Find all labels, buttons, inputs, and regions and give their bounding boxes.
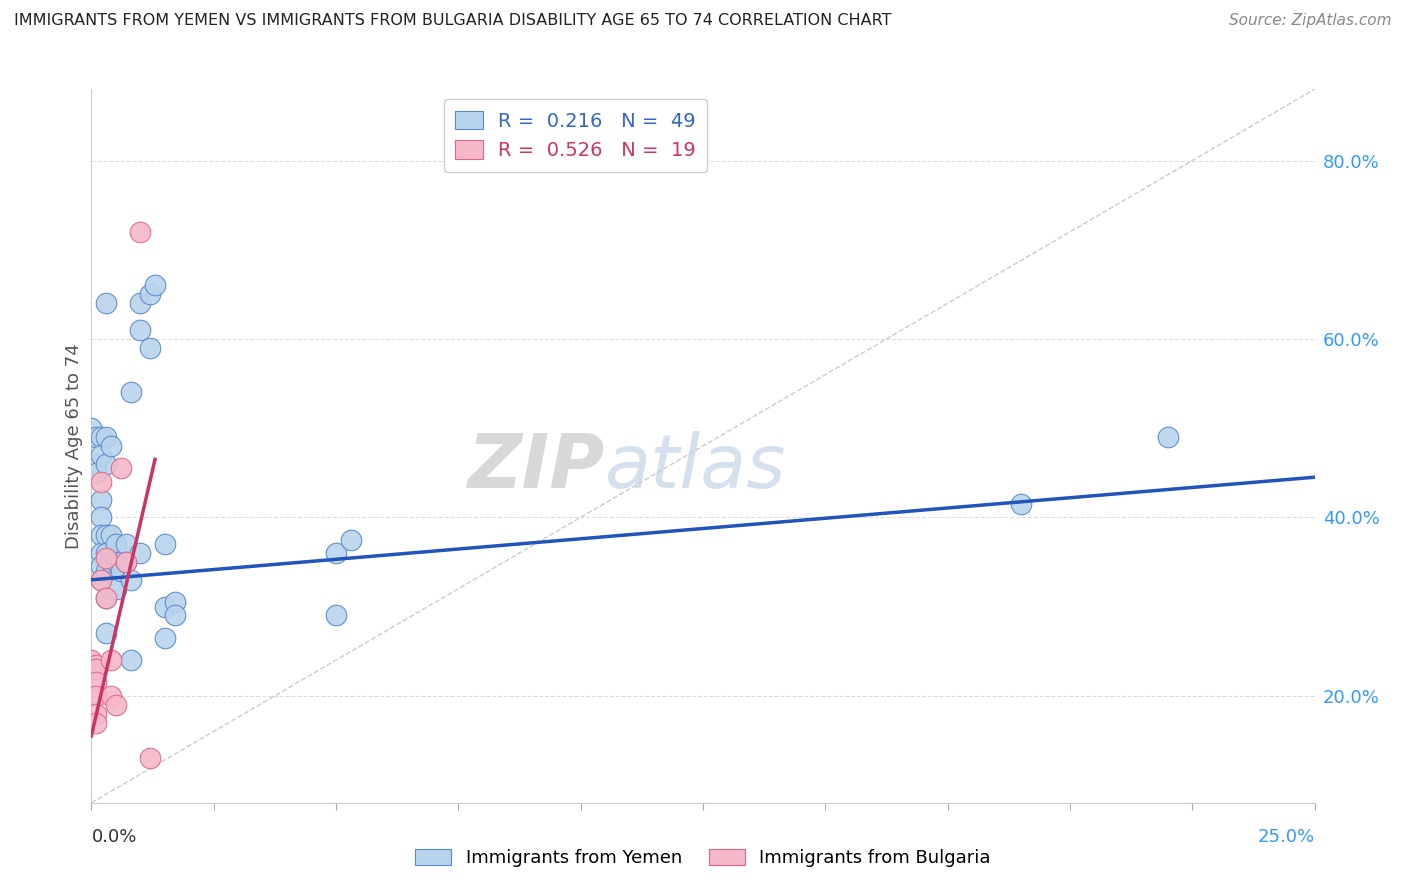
Text: 25.0%: 25.0% bbox=[1257, 828, 1315, 846]
Point bbox=[84, 657, 107, 672]
Text: atlas: atlas bbox=[605, 432, 786, 503]
Point bbox=[90, 559, 112, 574]
Point bbox=[114, 555, 136, 569]
Legend: Immigrants from Yemen, Immigrants from Bulgaria: Immigrants from Yemen, Immigrants from B… bbox=[408, 841, 998, 874]
Point bbox=[84, 430, 107, 444]
Point bbox=[90, 448, 112, 462]
Text: 0.0%: 0.0% bbox=[91, 828, 136, 846]
Point bbox=[163, 595, 186, 609]
Point bbox=[139, 287, 162, 301]
Point bbox=[100, 555, 122, 569]
Point bbox=[129, 323, 152, 337]
Point bbox=[80, 662, 103, 676]
Point bbox=[325, 546, 347, 560]
Point bbox=[339, 533, 361, 547]
Point bbox=[153, 537, 176, 551]
Point bbox=[139, 341, 162, 355]
Point bbox=[104, 537, 127, 551]
Point bbox=[325, 608, 347, 623]
Point bbox=[84, 706, 107, 721]
Point bbox=[129, 546, 152, 560]
Point bbox=[90, 492, 112, 507]
Point bbox=[104, 698, 127, 712]
Point bbox=[100, 653, 122, 667]
Point bbox=[100, 528, 122, 542]
Point bbox=[120, 573, 142, 587]
Point bbox=[84, 466, 107, 480]
Point bbox=[84, 662, 107, 676]
Point bbox=[90, 510, 112, 524]
Text: IMMIGRANTS FROM YEMEN VS IMMIGRANTS FROM BULGARIA DISABILITY AGE 65 TO 74 CORREL: IMMIGRANTS FROM YEMEN VS IMMIGRANTS FROM… bbox=[14, 13, 891, 29]
Point bbox=[104, 582, 127, 596]
Point bbox=[94, 550, 117, 565]
Point bbox=[163, 608, 186, 623]
Point bbox=[114, 537, 136, 551]
Point bbox=[153, 631, 176, 645]
Point bbox=[90, 573, 112, 587]
Point bbox=[84, 689, 107, 703]
Point bbox=[90, 430, 112, 444]
Point bbox=[94, 457, 117, 471]
Point bbox=[129, 225, 152, 239]
Point bbox=[84, 715, 107, 730]
Point bbox=[110, 555, 132, 569]
Point bbox=[1157, 430, 1180, 444]
Point bbox=[110, 564, 132, 578]
Point bbox=[90, 573, 112, 587]
Point bbox=[94, 591, 117, 605]
Point bbox=[94, 528, 117, 542]
Point bbox=[139, 751, 162, 765]
Legend: R =  0.216   N =  49, R =  0.526   N =  19: R = 0.216 N = 49, R = 0.526 N = 19 bbox=[444, 99, 707, 172]
Point bbox=[100, 689, 122, 703]
Point bbox=[94, 546, 117, 560]
Point bbox=[94, 430, 117, 444]
Point bbox=[94, 564, 117, 578]
Point bbox=[1010, 497, 1032, 511]
Y-axis label: Disability Age 65 to 74: Disability Age 65 to 74 bbox=[65, 343, 83, 549]
Point bbox=[114, 555, 136, 569]
Point bbox=[80, 653, 103, 667]
Text: ZIP: ZIP bbox=[468, 431, 605, 504]
Point bbox=[84, 457, 107, 471]
Point bbox=[143, 278, 166, 293]
Point bbox=[100, 439, 122, 453]
Point bbox=[104, 555, 127, 569]
Point bbox=[129, 296, 152, 310]
Point bbox=[94, 626, 117, 640]
Point bbox=[120, 385, 142, 400]
Point bbox=[94, 591, 117, 605]
Point bbox=[120, 653, 142, 667]
Point bbox=[80, 421, 103, 435]
Text: Source: ZipAtlas.com: Source: ZipAtlas.com bbox=[1229, 13, 1392, 29]
Point bbox=[90, 475, 112, 489]
Point bbox=[153, 599, 176, 614]
Point bbox=[90, 528, 112, 542]
Point bbox=[90, 546, 112, 560]
Point bbox=[110, 461, 132, 475]
Point bbox=[94, 296, 117, 310]
Point bbox=[84, 675, 107, 690]
